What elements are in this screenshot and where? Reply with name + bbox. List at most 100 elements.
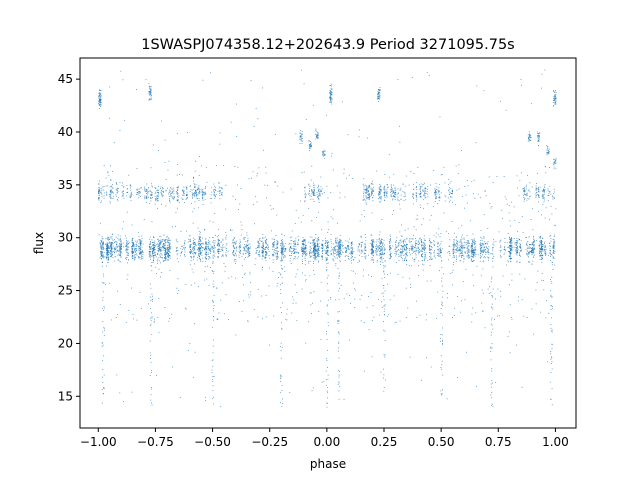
data-point [309, 246, 311, 248]
data-point [360, 244, 362, 246]
data-point [168, 259, 170, 261]
data-point [264, 248, 266, 250]
data-point [290, 263, 292, 264]
data-point [542, 195, 544, 197]
data-point [165, 251, 167, 253]
data-point [366, 192, 368, 194]
data-point [390, 194, 392, 196]
data-point [406, 247, 408, 249]
data-point [553, 196, 555, 198]
data-point [368, 198, 370, 200]
data-point [193, 188, 195, 190]
data-point [199, 256, 200, 257]
data-point [384, 247, 386, 249]
data-point [134, 250, 136, 252]
data-point [257, 245, 259, 247]
data-point [364, 184, 366, 186]
data-point [492, 243, 494, 245]
data-point [151, 192, 153, 194]
data-point [125, 240, 127, 241]
data-point [99, 102, 101, 104]
data-point [531, 252, 533, 254]
data-point [338, 256, 340, 258]
data-point [461, 246, 463, 248]
data-point [139, 253, 141, 255]
data-point [120, 247, 122, 249]
data-point [373, 255, 374, 257]
data-point [415, 249, 417, 251]
data-point [415, 254, 417, 256]
data-point [163, 239, 165, 241]
data-point [214, 195, 216, 197]
data-point [161, 254, 163, 256]
data-point [455, 244, 457, 245]
data-point [393, 192, 395, 194]
data-point [543, 189, 545, 191]
data-point [248, 247, 250, 249]
data-point [330, 253, 332, 254]
data-point [456, 259, 457, 260]
data-point [202, 242, 204, 244]
data-point [110, 195, 112, 197]
data-point [399, 242, 401, 244]
data-point [386, 193, 388, 195]
data-point [102, 246, 104, 248]
data-point [249, 247, 251, 249]
data-point [139, 241, 141, 242]
data-point [132, 242, 134, 243]
data-point [277, 253, 278, 254]
data-point [312, 240, 314, 242]
data-point [318, 184, 319, 186]
data-point [125, 256, 127, 258]
data-point [543, 185, 545, 187]
data-point [455, 249, 457, 251]
data-point [458, 255, 460, 257]
data-point [167, 254, 169, 255]
data-point [312, 193, 314, 195]
data-point [488, 252, 490, 253]
data-point [544, 245, 546, 247]
data-point [215, 196, 216, 198]
data-point [403, 242, 404, 244]
data-point [171, 193, 173, 194]
data-point [520, 244, 521, 246]
data-point [243, 244, 245, 245]
data-point [194, 246, 196, 248]
data-point [211, 248, 213, 250]
data-point [233, 250, 234, 252]
data-point [482, 261, 484, 263]
data-point [452, 250, 454, 252]
data-point [395, 247, 397, 249]
data-point [523, 200, 525, 202]
data-point [126, 192, 128, 193]
data-point [493, 239, 494, 241]
data-point [413, 247, 415, 249]
data-point [157, 198, 158, 200]
data-point [148, 245, 150, 247]
data-point [221, 194, 223, 195]
data-point [194, 192, 196, 193]
data-point [458, 248, 460, 250]
data-point [318, 247, 320, 249]
data-point [168, 250, 169, 252]
data-point [523, 190, 524, 192]
data-point [318, 191, 320, 193]
data-point [163, 245, 165, 247]
data-point [411, 238, 413, 240]
data-point [553, 234, 555, 236]
data-point [194, 239, 196, 240]
data-point [516, 244, 518, 246]
data-point [116, 190, 118, 191]
data-point [275, 255, 277, 257]
data-point [459, 253, 461, 254]
data-point [160, 239, 162, 241]
data-point [342, 245, 344, 246]
data-point [100, 245, 102, 247]
data-point [313, 244, 315, 246]
data-point [520, 248, 522, 249]
data-point [132, 245, 133, 247]
data-point [192, 197, 193, 199]
data-point [466, 255, 468, 257]
data-point [472, 250, 474, 252]
data-point [317, 238, 319, 240]
